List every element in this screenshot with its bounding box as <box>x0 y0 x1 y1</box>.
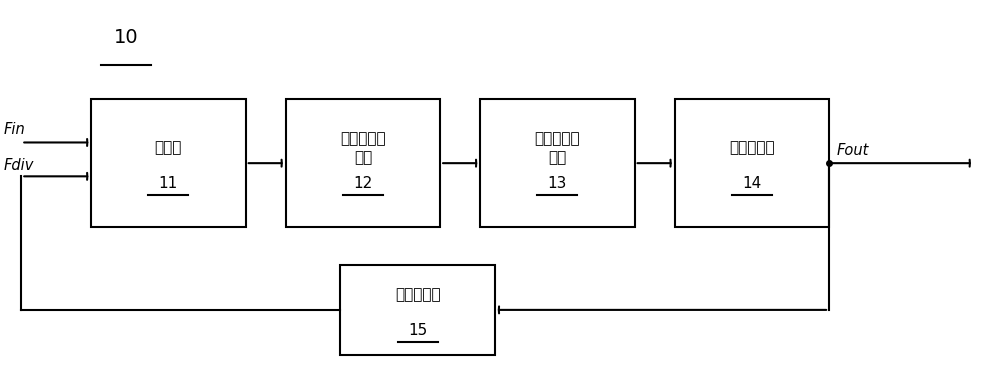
Text: Fin: Fin <box>3 122 25 137</box>
Text: 11: 11 <box>159 176 178 191</box>
Text: Fdiv: Fdiv <box>3 158 34 172</box>
Text: 14: 14 <box>742 176 761 191</box>
Bar <box>480 99 635 227</box>
Bar <box>286 99 440 227</box>
Text: Fout: Fout <box>837 143 869 158</box>
Text: 15: 15 <box>408 323 427 338</box>
Bar <box>675 99 829 227</box>
Text: 数字振荡器: 数字振荡器 <box>729 141 775 156</box>
Text: 10: 10 <box>114 28 138 47</box>
Text: 时间数字转
换器: 时间数字转 换器 <box>340 131 386 166</box>
Text: 第二分频器: 第二分频器 <box>395 287 441 302</box>
Text: 鉴相器: 鉴相器 <box>155 141 182 156</box>
Text: 13: 13 <box>548 176 567 191</box>
Bar <box>340 265 495 355</box>
Bar <box>91 99 246 227</box>
Text: 12: 12 <box>353 176 373 191</box>
Text: 数字环路滤
波器: 数字环路滤 波器 <box>535 131 580 166</box>
